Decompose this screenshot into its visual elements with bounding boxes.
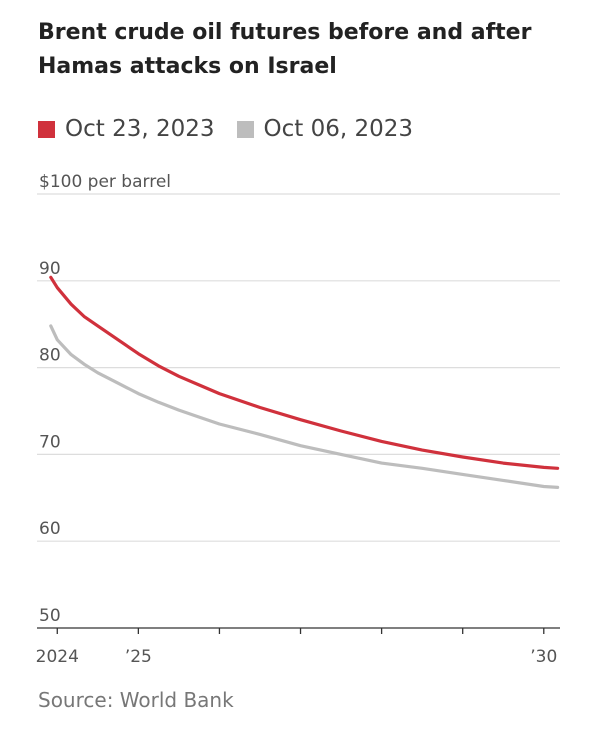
legend: Oct 23, 2023 Oct 06, 2023 xyxy=(38,112,435,146)
line-chart: 50 60 70 80 90 $100 per barrel 2024 ’25 ’30 xyxy=(36,172,560,667)
legend-swatch-oct06 xyxy=(236,120,254,138)
series-line-oct23 xyxy=(49,275,560,470)
source-note: Source: World Bank xyxy=(38,688,234,712)
y-tick-label: 90 xyxy=(39,259,61,279)
legend-item-oct23: Oct 23, 2023 xyxy=(38,116,215,142)
x-tick-label: 2024 xyxy=(36,647,79,667)
legend-label-oct06: Oct 06, 2023 xyxy=(263,116,414,142)
series-line-oct06 xyxy=(49,324,560,489)
legend-swatch-oct23 xyxy=(38,120,55,138)
y-tick-label: $100 per barrel xyxy=(39,172,171,192)
y-tick-label: 60 xyxy=(39,519,61,539)
x-tick-label: ’25 xyxy=(125,647,152,667)
y-tick-label: 80 xyxy=(39,346,61,366)
y-tick-label: 50 xyxy=(39,606,61,626)
y-tick-label: 70 xyxy=(39,432,61,452)
chart-title: Brent crude oil futures before and after… xyxy=(38,20,532,79)
x-tick-label: ’30 xyxy=(530,647,557,667)
legend-label-oct23: Oct 23, 2023 xyxy=(65,116,215,142)
legend-item-oct06: Oct 06, 2023 xyxy=(236,116,414,142)
